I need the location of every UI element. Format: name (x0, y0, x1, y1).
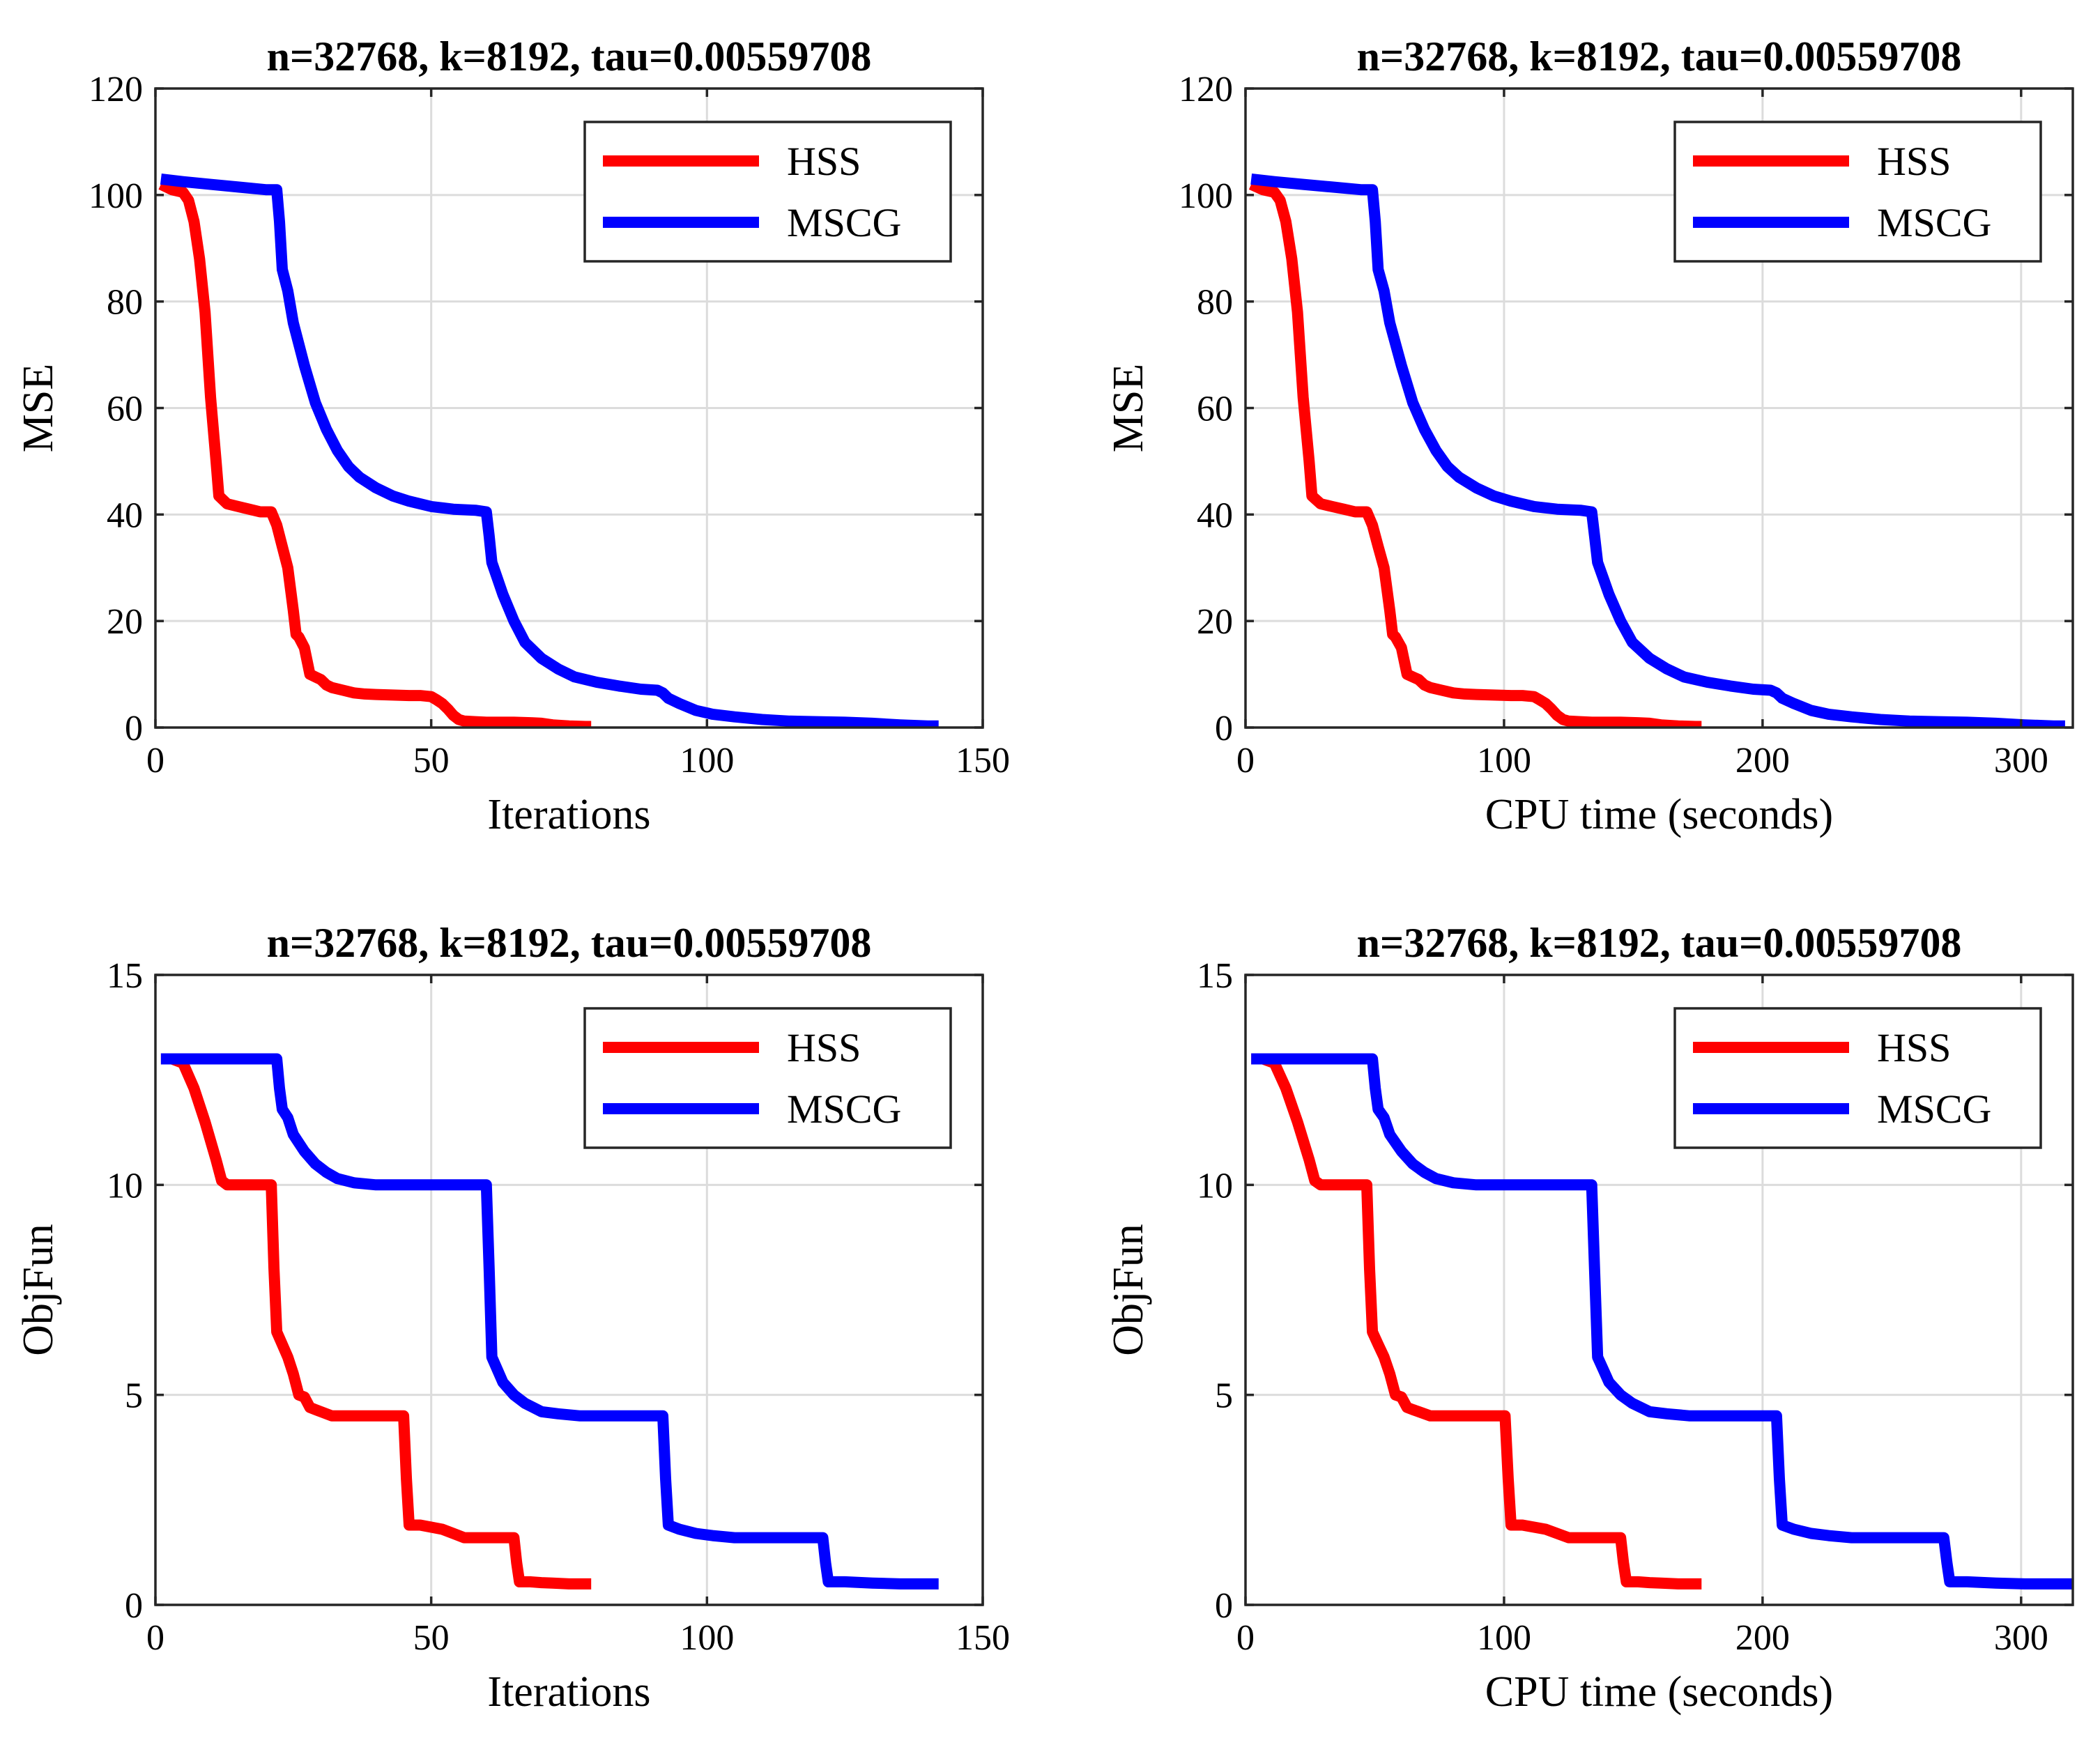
legend-label-hss: HSS (1877, 139, 1951, 184)
y-tick-label: 20 (107, 602, 143, 642)
legend-label-mscg: MSCG (787, 1086, 901, 1132)
y-tick-label: 120 (89, 70, 143, 109)
x-tick-label: 50 (413, 741, 450, 780)
x-axis-label: Iterations (487, 1668, 650, 1716)
legend: HSS MSCG (583, 121, 952, 263)
legend-label-hss: HSS (787, 139, 861, 184)
x-axis-label: CPU time (seconds) (1485, 1668, 1833, 1716)
x-tick-label: 300 (1994, 741, 2048, 780)
legend-box (583, 1007, 952, 1149)
x-tick-label: 0 (146, 1618, 164, 1658)
chart-panel-4: 0 100 200 300 0 5 10 15 n=32768, k=8192, tau=0.0… (1105, 920, 2074, 1716)
y-tick-label: 0 (1215, 709, 1233, 748)
series-line-mscg (160, 1053, 939, 1590)
y-tick-label: 80 (107, 283, 143, 323)
legend-box (583, 121, 952, 263)
x-tick-label: 0 (1236, 1618, 1255, 1658)
series-line-hss (160, 1053, 592, 1590)
y-tick-label: 15 (107, 956, 143, 996)
y-tick-label: 20 (1197, 602, 1233, 642)
y-tick-label: 0 (125, 709, 143, 748)
y-tick-label: 5 (125, 1376, 143, 1416)
x-tick-label: 100 (680, 1618, 734, 1658)
x-tick-label: 300 (1994, 1618, 2048, 1658)
series-line-mscg (1251, 1053, 2073, 1590)
y-tick-label: 10 (107, 1166, 143, 1206)
x-axis-label: Iterations (487, 791, 650, 838)
series-line-mscg (1250, 173, 2065, 728)
legend-label-hss: HSS (1877, 1025, 1951, 1070)
chart-panel-3: 0 50 100 150 0 5 10 15 n=32768, k=8192, tau=0.00… (15, 920, 1010, 1716)
y-axis-label: ObjFun (1105, 1224, 1152, 1355)
y-tick-label: 40 (107, 495, 143, 535)
chart-panel-1: 0 50 100 150 0 20 40 60 80 100 120 n=32768, k=8192,… (15, 33, 1010, 838)
y-tick-label: 40 (1197, 495, 1233, 535)
chart-panel-2: 0 100 200 300 0 20 40 60 80 100 120 n=32768, k=8192… (1105, 33, 2074, 838)
legend-box (1673, 1007, 2042, 1149)
y-tick-label: 0 (1215, 1586, 1233, 1626)
x-tick-label: 100 (1477, 1618, 1531, 1658)
x-tick-label: 100 (680, 741, 734, 780)
y-tick-label: 60 (1197, 390, 1233, 429)
y-tick-label: 15 (1197, 956, 1233, 996)
legend-box (1673, 121, 2042, 263)
x-tick-label: 150 (956, 741, 1010, 780)
y-tick-label: 5 (1215, 1376, 1233, 1416)
x-tick-label: 200 (1735, 741, 1790, 780)
legend-label-hss: HSS (787, 1025, 861, 1070)
y-axis-label: MSE (15, 364, 62, 452)
legend-label-mscg: MSCG (1877, 200, 1991, 245)
legend: HSS MSCG (1673, 121, 2042, 263)
series-line-hss (158, 179, 592, 728)
x-tick-label: 200 (1735, 1618, 1790, 1658)
legend: HSS MSCG (583, 1007, 952, 1149)
series-line-hss (1251, 1053, 1702, 1590)
x-axis-label: CPU time (seconds) (1485, 791, 1833, 838)
y-tick-label: 0 (125, 1586, 143, 1626)
axes-box (1244, 974, 2074, 1606)
y-tick-label: 80 (1197, 283, 1233, 323)
y-tick-label: 100 (89, 176, 143, 216)
series-line-hss (1248, 179, 1702, 728)
legend: HSS MSCG (1673, 1007, 2042, 1149)
chart-title: n=32768, k=8192, tau=0.00559708 (1357, 920, 1962, 966)
y-tick-label: 10 (1197, 1166, 1233, 1206)
legend-label-mscg: MSCG (1877, 1086, 1991, 1132)
series-line-mscg (160, 173, 939, 728)
y-tick-label: 100 (1179, 176, 1233, 216)
x-tick-label: 50 (413, 1618, 450, 1658)
x-tick-label: 150 (956, 1618, 1010, 1658)
x-tick-label: 100 (1477, 741, 1531, 780)
axes-box (154, 974, 984, 1606)
chart-title: n=32768, k=8192, tau=0.00559708 (1357, 33, 1962, 79)
y-tick-label: 60 (107, 390, 143, 429)
chart-title: n=32768, k=8192, tau=0.00559708 (267, 920, 872, 966)
y-axis-label: MSE (1105, 364, 1152, 452)
y-tick-label: 120 (1179, 70, 1233, 109)
x-tick-label: 0 (146, 741, 164, 780)
x-tick-label: 0 (1236, 741, 1255, 780)
y-axis-label: ObjFun (15, 1224, 62, 1355)
chart-title: n=32768, k=8192, tau=0.00559708 (267, 33, 872, 79)
legend-label-mscg: MSCG (787, 200, 901, 245)
